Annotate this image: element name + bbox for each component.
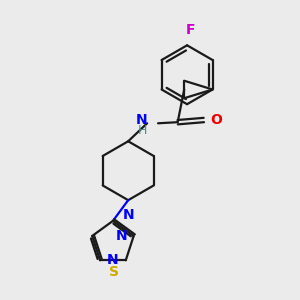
Text: N: N [136,113,147,127]
Text: S: S [109,265,119,279]
Text: N: N [116,229,127,243]
Text: F: F [186,22,195,37]
Text: O: O [210,113,222,127]
Text: H: H [138,124,147,137]
Text: N: N [106,253,118,267]
Text: N: N [122,208,134,222]
